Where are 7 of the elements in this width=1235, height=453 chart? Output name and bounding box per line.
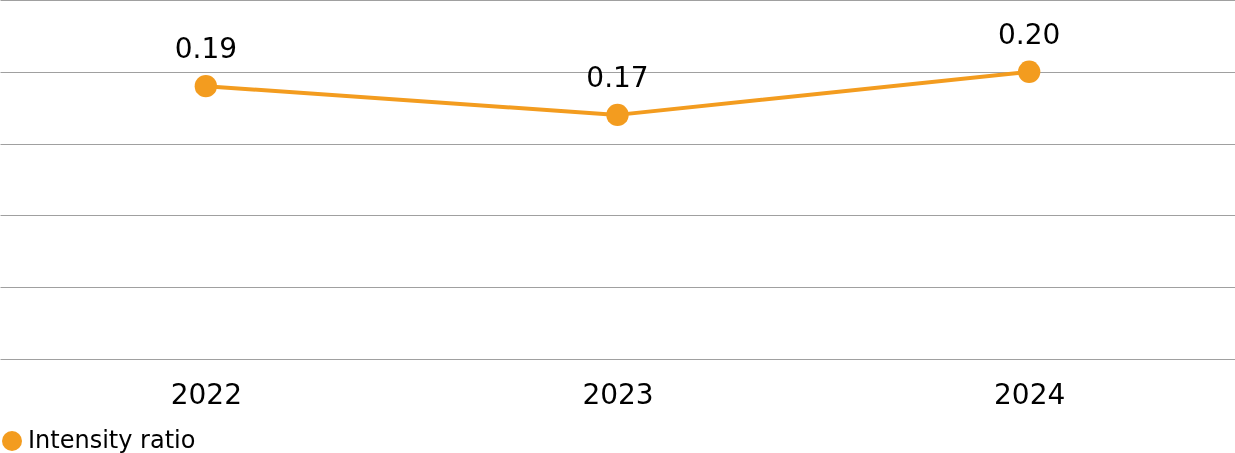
data-label: 0.20 [997,17,1061,51]
data-label: 0.17 [586,60,649,94]
data-label: 0.19 [174,32,238,66]
x-tick-label: 2023 [582,377,654,411]
x-tick-label: 2022 [170,377,242,411]
legend-label: Intensity ratio [28,426,196,453]
x-tick-label: 2024 [994,377,1066,411]
